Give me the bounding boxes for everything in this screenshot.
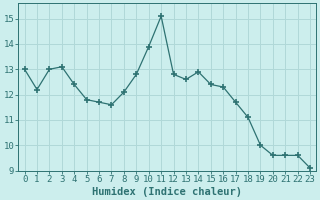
X-axis label: Humidex (Indice chaleur): Humidex (Indice chaleur) <box>92 186 242 197</box>
